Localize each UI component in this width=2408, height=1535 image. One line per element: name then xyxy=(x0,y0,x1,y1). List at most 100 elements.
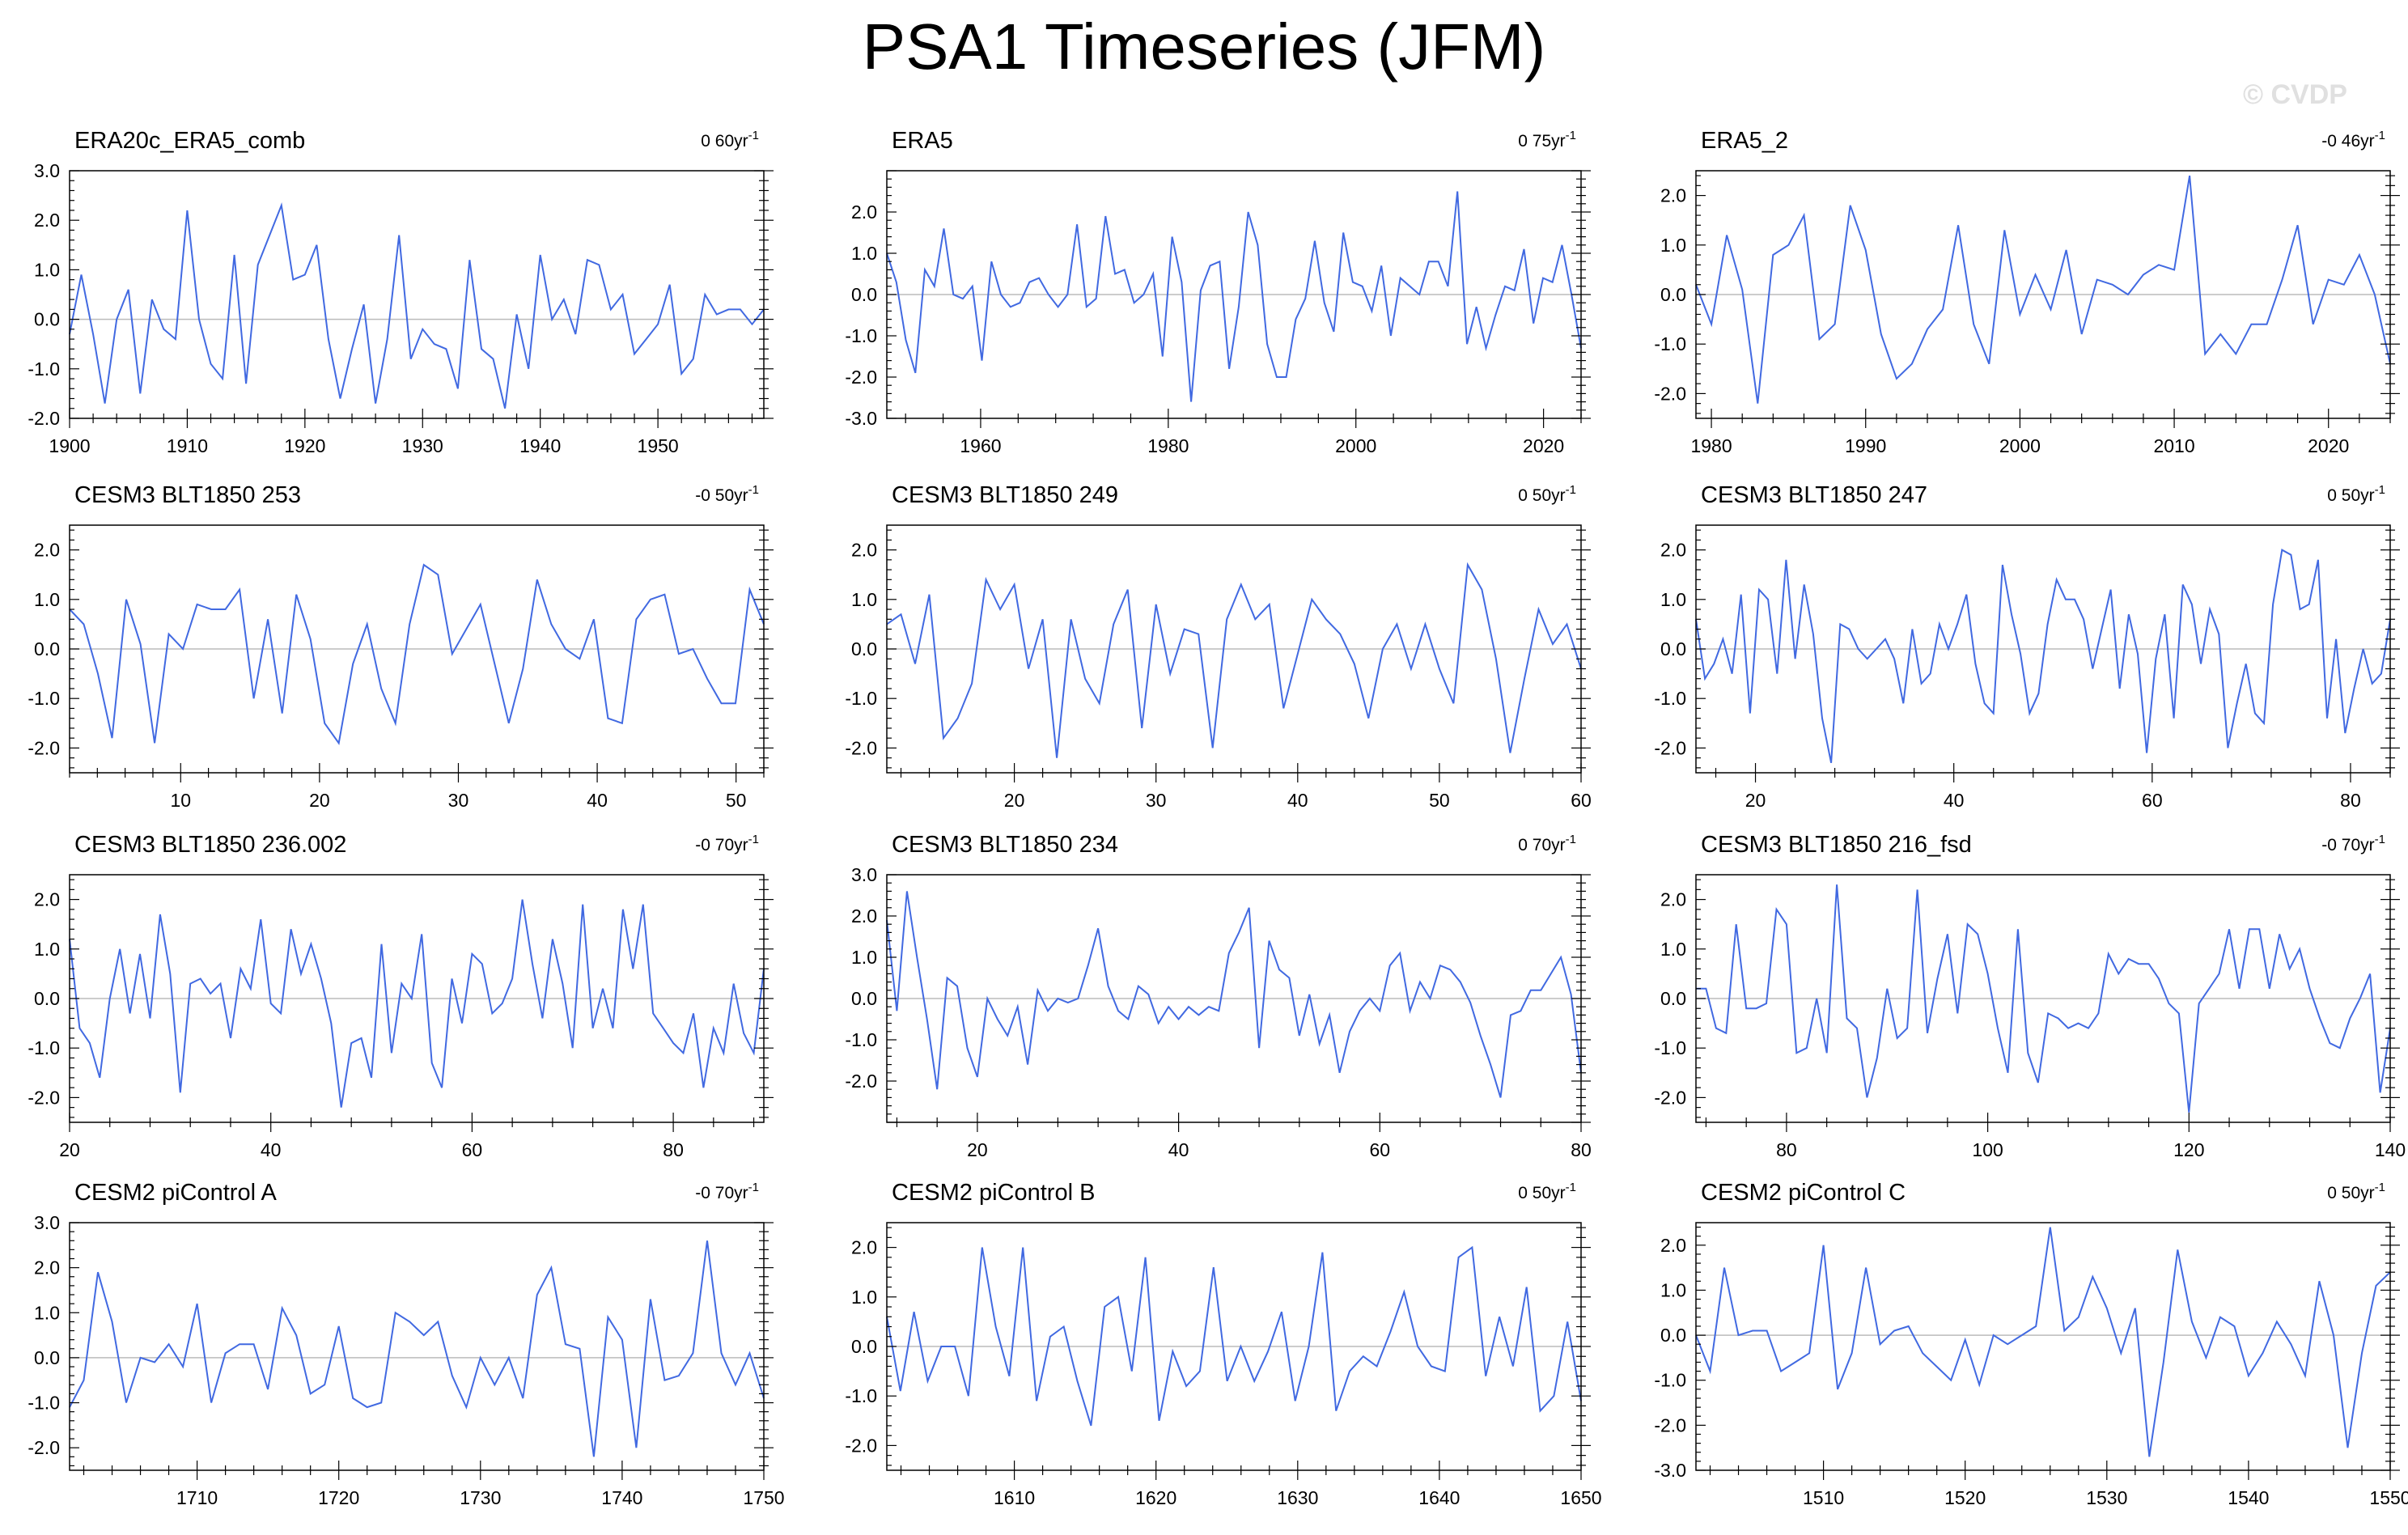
panel-10-xtick-label: 1740 xyxy=(601,1487,642,1508)
panel-10-xtick-label: 1750 xyxy=(743,1487,784,1508)
panel-8-xtick-label: 80 xyxy=(1571,1139,1592,1160)
panel-12-xtick-label: 1520 xyxy=(1944,1487,1986,1508)
panel-10-series-line xyxy=(69,1240,765,1457)
panel-7-xtick-label: 20 xyxy=(59,1139,80,1160)
panel-2-title: ERA5 xyxy=(892,128,953,154)
panel-5-ytick-label: 2.0 xyxy=(851,540,877,561)
panel-6-ytick-label: 2.0 xyxy=(1660,540,1686,561)
panel-11-trend: 0 50yr-1 xyxy=(1518,1181,1576,1202)
panel-9-xtick-label: 140 xyxy=(2375,1139,2406,1160)
panel-2-xtick-label: 1980 xyxy=(1147,435,1189,456)
panel-11-xtick-label: 1620 xyxy=(1135,1487,1176,1508)
panel-7-xtick-label: 40 xyxy=(261,1139,282,1160)
panel-6-xtick-label: 40 xyxy=(1944,790,1965,811)
panel-7-ytick-label: 1.0 xyxy=(34,939,60,960)
panel-5-ytick-label: 1.0 xyxy=(851,589,877,610)
panel-12-xtick-label: 1530 xyxy=(2086,1487,2127,1508)
panel-10-title: CESM2 piControl A xyxy=(74,1180,277,1206)
panel-5-xtick-label: 20 xyxy=(1004,790,1025,811)
panel-3-xtick-label: 1990 xyxy=(1845,435,1886,456)
panel-1-series-line xyxy=(69,202,765,409)
panel-1-ytick-label: 1.0 xyxy=(34,259,60,280)
panel-3-ytick-label: -1.0 xyxy=(1654,333,1686,354)
panel-4-series-line xyxy=(69,563,765,745)
panel-1-xtick-label: 1930 xyxy=(402,435,443,456)
panel-9-ytick-label: -1.0 xyxy=(1654,1037,1686,1058)
panel-12-trend: 0 50yr-1 xyxy=(2327,1181,2385,1202)
panel-3-ytick-label: 0.0 xyxy=(1660,284,1686,305)
panel-10-ytick-label: 1.0 xyxy=(34,1302,60,1323)
panel-4-ytick-label: 2.0 xyxy=(34,540,60,561)
panel-2-series-line xyxy=(886,191,1582,402)
panel-5-xtick-label: 40 xyxy=(1287,790,1308,811)
panel-7-trend: -0 70yr-1 xyxy=(695,833,759,854)
panel-6-xtick-label: 60 xyxy=(2142,790,2163,811)
panel-1-ytick-label: -1.0 xyxy=(28,358,60,380)
panel-9-series-line xyxy=(1696,884,2391,1113)
panel-7-ytick-label: -1.0 xyxy=(28,1037,60,1058)
panel-10-trend: -0 70yr-1 xyxy=(695,1181,759,1202)
panel-11-ytick-label: 2.0 xyxy=(851,1237,877,1258)
panel-8-ytick-label: -1.0 xyxy=(845,1029,877,1050)
panel-2-xtick-label: 1960 xyxy=(960,435,1001,456)
panel-10-xtick-label: 1720 xyxy=(318,1487,359,1508)
panel-8-trend: 0 70yr-1 xyxy=(1518,833,1576,854)
panel-12-series-line xyxy=(1695,1227,2391,1457)
panel-6-ytick-label: -2.0 xyxy=(1654,737,1686,758)
panel-8-ytick-label: -2.0 xyxy=(845,1071,877,1092)
panel-11-xtick-label: 1640 xyxy=(1418,1487,1460,1508)
panel-9-ytick-label: 0.0 xyxy=(1660,988,1686,1009)
panel-11-xtick-label: 1610 xyxy=(994,1487,1035,1508)
panel-2-xtick-label: 2000 xyxy=(1335,435,1376,456)
panel-10-frame xyxy=(69,1222,765,1471)
panel-3-series-line xyxy=(1695,175,2391,404)
panel-9-trend: -0 70yr-1 xyxy=(2321,833,2385,854)
panel-12-ytick-label: -3.0 xyxy=(1654,1460,1686,1481)
panel-3-xtick-label: 2020 xyxy=(2308,435,2349,456)
page-title: PSA1 Timeseries (JFM) xyxy=(862,11,1546,83)
panel-6-ytick-label: 1.0 xyxy=(1660,589,1686,610)
panel-8-xtick-label: 60 xyxy=(1370,1139,1391,1160)
panel-1-ytick-label: -2.0 xyxy=(28,408,60,429)
panel-12-xtick-label: 1510 xyxy=(1803,1487,1844,1508)
panel-7-ytick-label: 0.0 xyxy=(34,988,60,1009)
panel-4-ytick-label: 1.0 xyxy=(34,589,60,610)
panel-9-ytick-label: 2.0 xyxy=(1660,889,1686,910)
panel-6-ytick-label: -1.0 xyxy=(1654,688,1686,709)
panel-9-title: CESM3 BLT1850 216_fsd xyxy=(1701,832,1972,858)
panel-9-xtick-label: 80 xyxy=(1776,1139,1797,1160)
panel-1-xtick-label: 1950 xyxy=(638,435,679,456)
panel-7-series-line xyxy=(69,899,765,1108)
panel-10-xtick-label: 1730 xyxy=(460,1487,501,1508)
panel-1-frame xyxy=(69,170,765,419)
panel-5-ytick-label: -2.0 xyxy=(845,737,877,758)
panel-9-ytick-label: 1.0 xyxy=(1660,939,1686,960)
panel-2-ytick-label: 2.0 xyxy=(851,201,877,223)
panel-3-title: ERA5_2 xyxy=(1701,128,1788,154)
panel-4-ytick-label: -1.0 xyxy=(28,688,60,709)
panel-2-ytick-label: 1.0 xyxy=(851,243,877,264)
panel-1-ytick-label: 0.0 xyxy=(34,309,60,330)
panel-9-ytick-label: -2.0 xyxy=(1654,1087,1686,1108)
panel-2-trend: 0 75yr-1 xyxy=(1518,129,1576,151)
panel-1-xtick-label: 1910 xyxy=(167,435,208,456)
panel-4-xtick-label: 10 xyxy=(170,790,191,811)
panel-2-ytick-label: -3.0 xyxy=(845,408,877,429)
panel-5-xtick-label: 30 xyxy=(1146,790,1167,811)
panel-4-xtick-label: 50 xyxy=(726,790,747,811)
panel-12-frame xyxy=(1695,1222,2391,1471)
panel-3-xtick-label: 2010 xyxy=(2153,435,2194,456)
panel-12-ytick-label: 0.0 xyxy=(1660,1325,1686,1346)
watermark: © CVDP xyxy=(2243,79,2347,110)
panel-5-xtick-label: 50 xyxy=(1429,790,1450,811)
panel-1-xtick-label: 1940 xyxy=(519,435,561,456)
panel-9-xtick-label: 120 xyxy=(2173,1139,2204,1160)
panel-9-xtick-label: 100 xyxy=(1972,1139,2003,1160)
panel-7-xtick-label: 60 xyxy=(462,1139,483,1160)
panel-10-ytick-label: 2.0 xyxy=(34,1257,60,1278)
panel-3-xtick-label: 1980 xyxy=(1690,435,1732,456)
panel-10-ytick-label: 0.0 xyxy=(34,1347,60,1368)
panel-1-trend: 0 60yr-1 xyxy=(701,129,759,151)
panel-6-xtick-label: 20 xyxy=(1745,790,1766,811)
